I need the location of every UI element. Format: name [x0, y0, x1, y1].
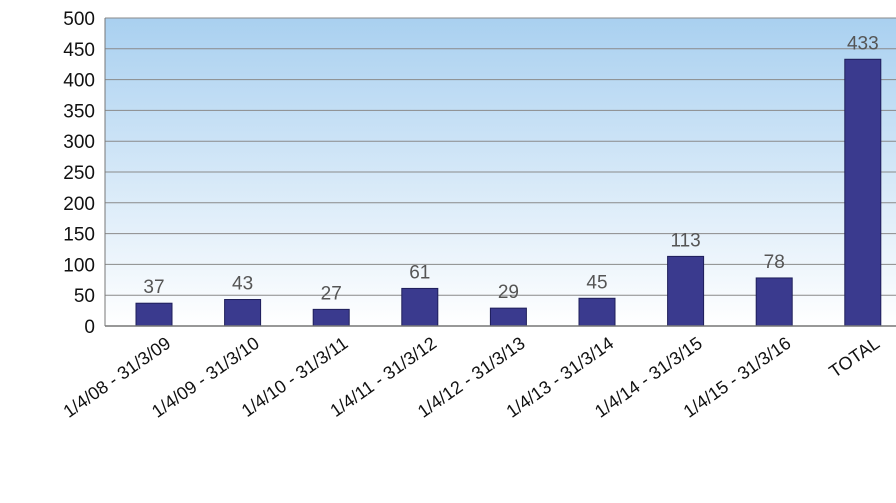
y-tick-label: 50 [74, 286, 95, 307]
y-tick-label: 300 [63, 132, 95, 153]
y-tick-label: 250 [63, 163, 95, 184]
y-tick-label: 0 [84, 317, 95, 338]
bar [755, 277, 793, 327]
bar [224, 299, 262, 327]
data-label: 27 [321, 283, 342, 304]
bars [135, 58, 882, 327]
bar [667, 255, 705, 327]
data-label: 37 [143, 277, 164, 298]
y-tick-label: 500 [63, 9, 95, 30]
y-tick-label: 100 [63, 255, 95, 276]
data-label: 43 [232, 274, 253, 295]
bar [489, 307, 527, 327]
y-tick-label: 400 [63, 71, 95, 92]
data-label: 29 [498, 282, 519, 303]
y-tick-label: 450 [63, 40, 95, 61]
gridlines [105, 17, 896, 296]
y-axis-tick-labels: 0 50 100 150 200 250 300 350 400 450 500 [63, 9, 95, 338]
bar [312, 308, 350, 327]
bar [401, 287, 439, 327]
data-label: 45 [586, 272, 607, 293]
x-axis-tick-labels: 1/4/08 - 31/3/091/4/09 - 31/3/101/4/10 -… [60, 333, 884, 422]
data-label: 113 [670, 230, 700, 251]
data-label: 433 [847, 33, 879, 54]
data-label: 61 [409, 262, 430, 283]
data-labels: 37 43 27 61 29 45 113 78 433 [143, 33, 878, 304]
bar [578, 297, 616, 327]
x-tick-label: TOTAL [825, 333, 883, 382]
bar [844, 58, 882, 327]
data-label: 78 [764, 252, 785, 273]
y-tick-label: 150 [63, 225, 95, 246]
y-tick-label: 350 [63, 101, 95, 122]
y-tick-label: 200 [63, 194, 95, 215]
bar [135, 302, 173, 327]
